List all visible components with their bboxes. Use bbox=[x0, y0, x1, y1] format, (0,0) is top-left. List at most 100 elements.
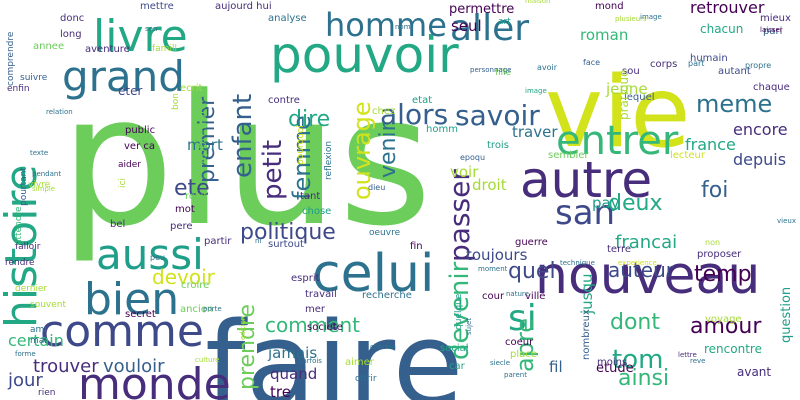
word-secret: secret bbox=[125, 309, 156, 320]
word-auteur: auteur bbox=[608, 258, 674, 282]
word-ainsi: ainsi bbox=[618, 366, 670, 392]
word-eter: eter bbox=[118, 84, 143, 99]
word-permettre: permettre bbox=[449, 1, 515, 17]
word-comprendre: comprendre bbox=[6, 31, 16, 86]
word-temp: temp bbox=[694, 262, 752, 288]
word-rien: rien bbox=[38, 387, 56, 398]
word-etude: etude bbox=[596, 360, 634, 376]
word-surtout: surtout bbox=[268, 239, 304, 250]
word-plus: plus bbox=[60, 57, 433, 266]
word-experience: experience bbox=[618, 259, 657, 268]
word-quand: quand bbox=[270, 365, 318, 383]
word-aujourd-hui: aujourd hui bbox=[215, 1, 272, 12]
word-part: part bbox=[688, 58, 705, 68]
word-lecteur: lecteur bbox=[670, 150, 705, 161]
word-vieux: vieux bbox=[777, 217, 796, 226]
word-enfin: enfin bbox=[7, 83, 30, 94]
word-mond: mond bbox=[595, 1, 624, 12]
word-aimer: aimer bbox=[345, 357, 374, 368]
word-nature: nature bbox=[506, 290, 529, 299]
word-chaque: chaque bbox=[753, 82, 790, 93]
word-aller: aller bbox=[450, 8, 530, 50]
word-san: san bbox=[555, 192, 616, 233]
word-trouver: trouver bbox=[33, 355, 99, 377]
word-foi: foi bbox=[701, 178, 729, 204]
word-peu: peu bbox=[150, 252, 166, 262]
word-image: image bbox=[525, 87, 547, 96]
word-mot: mot bbox=[175, 204, 195, 215]
word-recherche: recherche bbox=[362, 290, 412, 301]
word-fil: fil bbox=[549, 358, 563, 376]
word-question: question bbox=[779, 286, 794, 343]
word-long: long bbox=[60, 29, 82, 40]
word-mer: mer bbox=[305, 304, 326, 315]
word-famill: famill bbox=[152, 43, 177, 54]
word-etat: etat bbox=[412, 95, 433, 106]
word-entrer: entrer bbox=[556, 118, 679, 164]
word-homme: homme bbox=[325, 6, 447, 45]
word-lequel: lequel bbox=[624, 92, 655, 103]
word-encore: encore bbox=[733, 120, 788, 140]
word-venir: venir bbox=[376, 122, 401, 178]
word-avoir: avoir bbox=[537, 62, 558, 72]
word-pere: pere bbox=[170, 221, 193, 232]
word-pari: pari bbox=[763, 26, 783, 37]
word-grand: grand bbox=[62, 52, 185, 102]
word-corps: corps bbox=[650, 59, 678, 70]
word-nouveau: nouveau bbox=[535, 246, 761, 307]
word-culture: culture bbox=[195, 356, 220, 365]
word-si: si bbox=[508, 298, 537, 340]
word-porte: porte bbox=[203, 305, 222, 314]
word-siecle: siecle bbox=[490, 359, 510, 368]
word-certain: certain bbox=[8, 331, 64, 351]
word-roman: roman bbox=[580, 26, 629, 44]
word-falloir: falloir bbox=[15, 241, 41, 252]
word-nombreux: nombreux bbox=[581, 309, 592, 360]
word-ecrit: ecrit bbox=[180, 83, 203, 94]
word-monde: monde bbox=[78, 358, 231, 400]
word-fin: fin bbox=[410, 241, 423, 252]
word-alors: alors bbox=[380, 97, 449, 131]
word-attendre: attendre bbox=[14, 206, 24, 245]
word-chemin: chemin bbox=[370, 343, 396, 352]
word-personnage: personnage bbox=[470, 66, 512, 75]
word-politique: politique bbox=[240, 220, 336, 246]
word-homm: homm bbox=[426, 124, 458, 135]
word-jeune: jeune bbox=[606, 80, 648, 98]
word-reve: reve bbox=[690, 357, 706, 366]
word-traver: traver bbox=[512, 123, 558, 141]
word-fille: fille bbox=[495, 67, 512, 78]
word-tom: tom bbox=[612, 345, 664, 376]
word-partir: partir bbox=[204, 236, 232, 247]
word-plusieurs: plusieurs bbox=[615, 15, 647, 24]
word-dire: dire bbox=[288, 107, 331, 133]
word-ami: ami bbox=[30, 324, 47, 335]
word-dont: dont bbox=[610, 310, 660, 336]
word-contre: contre bbox=[268, 95, 300, 106]
word-technique: technique bbox=[560, 259, 595, 268]
word-amour: amour bbox=[690, 314, 762, 340]
word-moins: moins bbox=[597, 357, 628, 368]
word-relation: relation bbox=[46, 108, 73, 117]
word-chose: chose bbox=[302, 206, 332, 217]
word-analyse: analyse bbox=[268, 13, 307, 24]
word-meme: meme bbox=[696, 89, 773, 118]
word-pendant: pendant bbox=[32, 170, 62, 179]
word-droit: droit bbox=[472, 176, 507, 194]
word-pay: pay bbox=[592, 194, 620, 212]
word-enfant: enfant bbox=[228, 93, 258, 178]
word-pourquoi: pourquoi bbox=[296, 125, 306, 165]
word-francai: francai bbox=[615, 231, 678, 253]
word-pouvoir: pouvoir bbox=[270, 26, 459, 84]
word-ville: ville bbox=[525, 291, 546, 302]
word-voyage: voyage bbox=[705, 314, 742, 325]
word-coeur: coeur bbox=[505, 337, 534, 348]
word-ver-ca: ver ca bbox=[124, 141, 155, 152]
word-vivre: vivre bbox=[28, 179, 51, 190]
word-faire: faire bbox=[205, 298, 464, 400]
word-voir: voir bbox=[450, 163, 479, 181]
word-lettre: lettre bbox=[678, 351, 697, 360]
word-sou: sou bbox=[622, 66, 640, 77]
word-reflexion: reflexion bbox=[324, 140, 334, 180]
word-donc: donc bbox=[60, 13, 85, 24]
